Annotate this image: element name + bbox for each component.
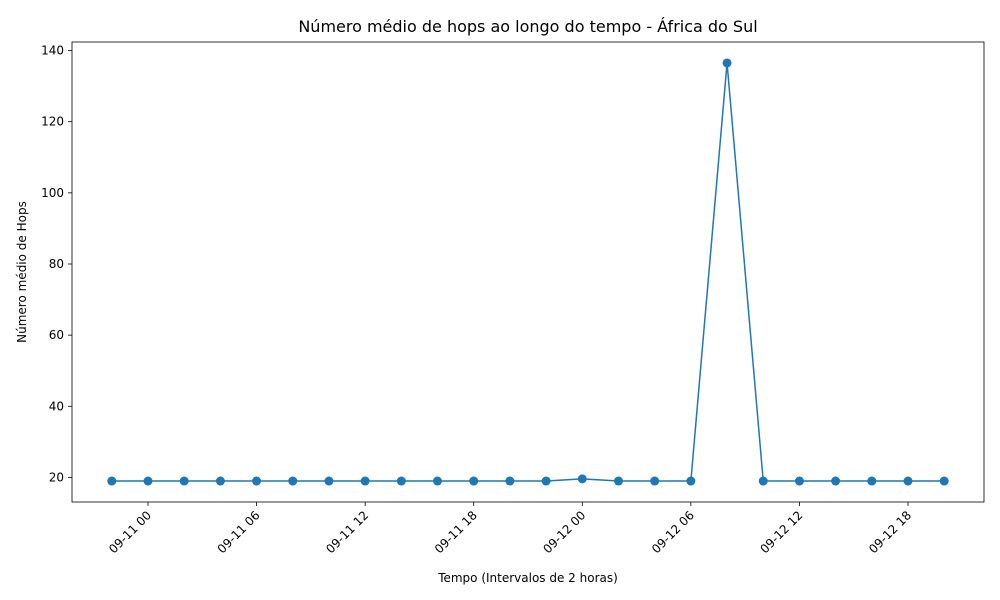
data-point [541, 476, 551, 486]
x-axis-ticks: 09-11 00 09-11 06 09-11 12 09-11 18 09-12 00… [106, 502, 914, 556]
chart-title: Número médio de hops ao longo do tempo -… [298, 17, 757, 36]
data-point [577, 474, 587, 484]
data-point [903, 476, 913, 486]
y-tick-label: 80 [49, 257, 64, 271]
x-tick-label: 09-11 12 [323, 508, 371, 556]
y-tick-label: 140 [41, 44, 64, 58]
x-tick-label: 09-12 00 [540, 508, 588, 556]
data-point [686, 476, 696, 486]
data-point [107, 476, 117, 486]
x-tick-label: 09-12 12 [757, 508, 805, 556]
data-point [939, 476, 949, 486]
data-point [179, 476, 189, 486]
data-point [867, 476, 877, 486]
x-tick-label: 09-12 18 [866, 508, 914, 556]
data-point [505, 476, 515, 486]
y-axis-ticks: 20 40 60 80 100 120 140 [41, 44, 72, 484]
series-line-group [107, 58, 949, 486]
data-point [324, 476, 334, 486]
data-point [433, 476, 443, 486]
data-point [794, 476, 804, 486]
data-point [469, 476, 479, 486]
x-tick-label: 09-11 06 [215, 508, 263, 556]
data-point [360, 476, 370, 486]
data-point [288, 476, 298, 486]
x-tick-label: 09-12 06 [649, 508, 697, 556]
x-tick-label: 09-11 00 [106, 508, 154, 556]
y-tick-label: 120 [41, 115, 64, 129]
data-point [831, 476, 841, 486]
plot-frame [71, 41, 985, 503]
data-point [143, 476, 153, 486]
data-point [722, 58, 732, 68]
y-axis-label: Número médio de Hops [15, 201, 29, 343]
y-tick-label: 40 [49, 399, 64, 413]
data-point [252, 476, 262, 486]
x-axis-label: Tempo (Intervalos de 2 horas) [437, 571, 618, 585]
x-tick-label: 09-11 18 [432, 508, 480, 556]
data-point [215, 476, 225, 486]
data-point [650, 476, 660, 486]
data-point [758, 476, 768, 486]
y-tick-label: 100 [41, 186, 64, 200]
y-tick-label: 60 [49, 328, 64, 342]
y-tick-label: 20 [49, 470, 64, 484]
data-point [613, 476, 623, 486]
series-line [111, 62, 945, 482]
data-point [396, 476, 406, 486]
